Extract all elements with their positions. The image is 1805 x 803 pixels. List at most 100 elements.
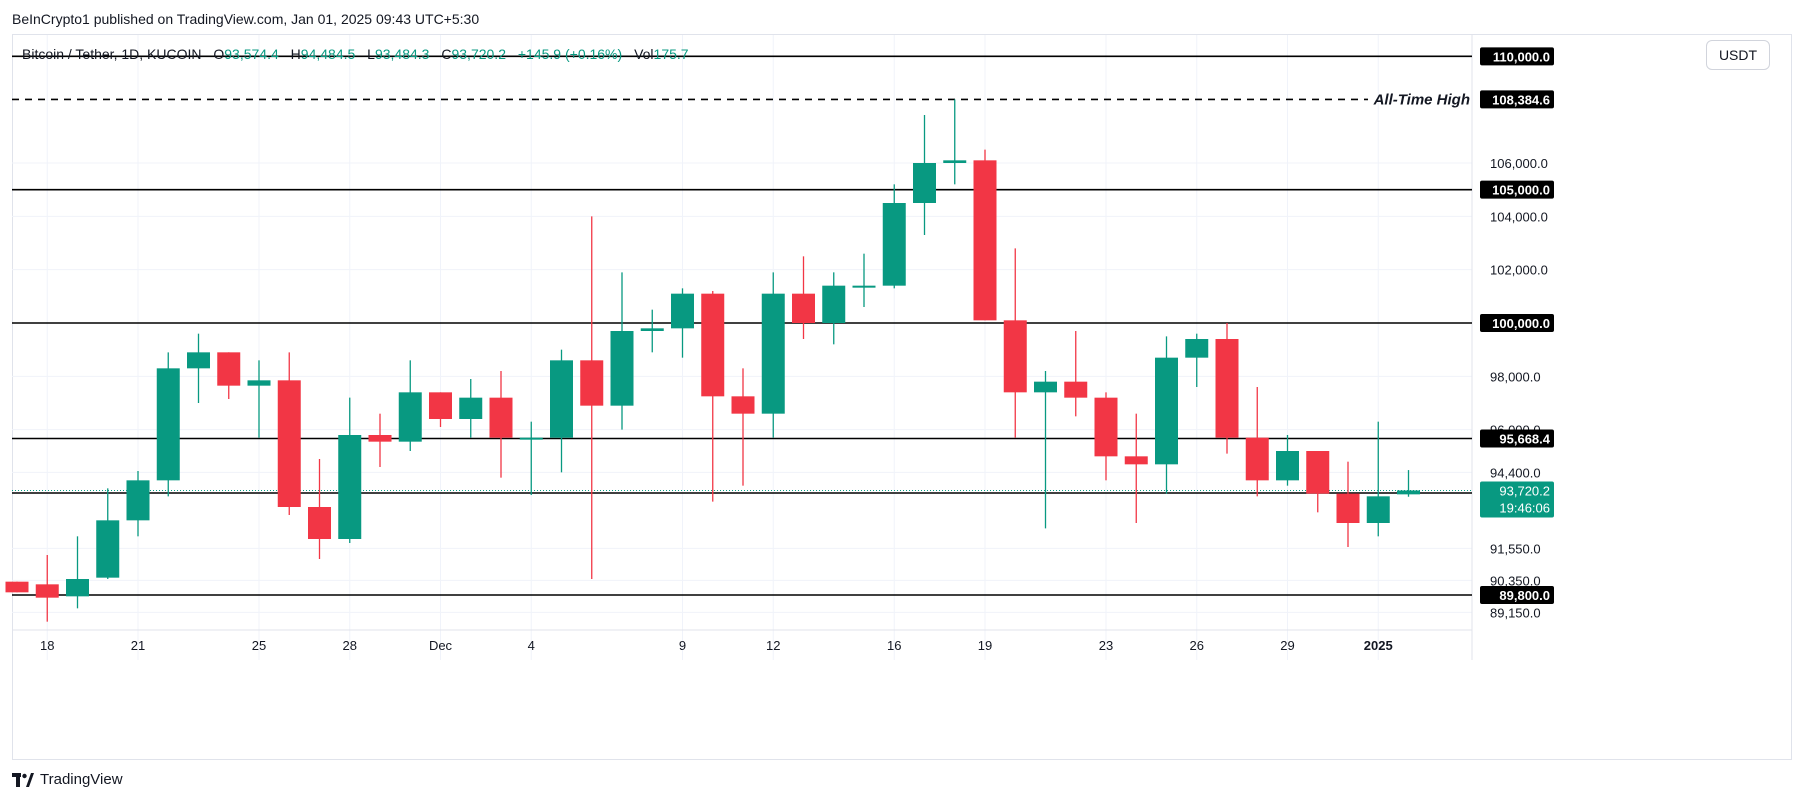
candle[interactable] — [459, 379, 483, 438]
candle[interactable] — [882, 184, 906, 289]
candle-body — [671, 293, 694, 329]
candle[interactable] — [489, 371, 513, 478]
candle[interactable] — [761, 272, 785, 438]
candle-body — [247, 380, 271, 386]
x-axis: 18 21 25 28 Dec 4 9 12 16 19 23 26 29 2025 — [40, 638, 1393, 653]
candle[interactable] — [792, 256, 815, 339]
candle[interactable] — [943, 99, 967, 185]
x-tick-label: 4 — [528, 638, 535, 653]
candle[interactable] — [1003, 248, 1027, 438]
candle[interactable] — [550, 349, 573, 473]
candle[interactable] — [1276, 435, 1299, 486]
change-value: +145.9 (+0.16%) — [517, 46, 623, 62]
currency-button[interactable]: USDT — [1706, 40, 1770, 70]
candle-body — [338, 435, 362, 539]
candle[interactable] — [640, 309, 664, 353]
level-price-badge-bg — [1480, 429, 1554, 448]
symbol-name[interactable]: Bitcoin / Tether, 1D, KUCOIN — [22, 46, 202, 62]
candle-body — [489, 397, 513, 438]
candle[interactable] — [398, 360, 422, 451]
x-tick-label: 2025 — [1364, 638, 1393, 653]
level-price-badge: 108,384.6 — [1480, 90, 1554, 109]
candle-body — [66, 579, 89, 597]
y-axis: 106,000.0104,000.0102,000.098,000.096,00… — [1480, 47, 1554, 620]
level-price-badge-bg — [1480, 314, 1554, 332]
tradingview-brand-text: TradingView — [40, 771, 123, 788]
candle[interactable] — [1094, 392, 1118, 481]
candle-body — [1094, 397, 1118, 457]
candle[interactable] — [247, 360, 271, 438]
y-tick-label: 89,150.0 — [1490, 605, 1541, 620]
candle-body — [156, 368, 180, 481]
candle[interactable] — [671, 288, 694, 358]
candle-body — [822, 285, 846, 323]
candle-body — [1336, 493, 1360, 523]
candle[interactable] — [277, 352, 301, 515]
candle[interactable] — [338, 397, 362, 543]
close-label: C — [441, 46, 452, 62]
candle[interactable] — [1306, 451, 1330, 513]
candle[interactable] — [1155, 336, 1178, 494]
candle-body — [1124, 456, 1148, 465]
candle-body — [550, 360, 573, 438]
candle[interactable] — [35, 555, 59, 622]
candle[interactable] — [1124, 413, 1148, 523]
level-price-badge-text: 110,000.0 — [1493, 49, 1550, 64]
candle-body — [852, 285, 876, 288]
candle-body — [761, 293, 785, 414]
y-tick-label: 104,000.0 — [1490, 209, 1548, 224]
candle[interactable] — [519, 421, 543, 495]
candle[interactable] — [822, 272, 846, 345]
candle[interactable] — [5, 581, 29, 593]
candle[interactable] — [913, 115, 936, 235]
candle[interactable] — [580, 216, 604, 579]
level-price-badge: 110,000.0 — [1480, 47, 1554, 66]
candle[interactable] — [156, 352, 180, 497]
candle[interactable] — [1336, 461, 1360, 547]
candle[interactable] — [852, 253, 876, 307]
candle[interactable] — [187, 333, 210, 403]
candle[interactable] — [126, 471, 150, 537]
level-price-badge: 95,668.4 — [1480, 429, 1554, 448]
candle-body — [792, 293, 815, 323]
y-tick-label: 98,000.0 — [1490, 369, 1541, 384]
symbol-legend: Bitcoin / Tether, 1D, KUCOIN O93,574.4 H… — [22, 46, 697, 62]
candle-body — [217, 352, 241, 386]
candle-body — [943, 160, 967, 163]
candle-body — [277, 380, 301, 507]
candle[interactable] — [973, 149, 997, 321]
candle[interactable] — [429, 392, 452, 427]
candle[interactable] — [1366, 421, 1390, 537]
x-tick-label: 12 — [766, 638, 780, 653]
candle[interactable] — [368, 413, 392, 467]
candle[interactable] — [1034, 371, 1057, 529]
x-tick-label: 29 — [1280, 638, 1294, 653]
open-label: O — [213, 46, 225, 62]
candle-body — [5, 581, 29, 593]
candle[interactable] — [96, 488, 120, 579]
level-price-badge: 89,800.0 — [1480, 586, 1554, 604]
candle[interactable] — [610, 272, 634, 430]
candle[interactable] — [1185, 333, 1209, 387]
level-price-badge-text: 108,384.6 — [1492, 92, 1550, 107]
candle[interactable] — [1245, 387, 1269, 497]
candle-body — [731, 396, 755, 414]
high-label: H — [290, 46, 301, 62]
candle[interactable] — [1397, 470, 1420, 497]
low-label: L — [367, 46, 375, 62]
footer-brand[interactable]: TradingView — [12, 771, 123, 788]
candle[interactable] — [308, 459, 331, 559]
candle[interactable] — [701, 291, 725, 502]
candle[interactable] — [66, 536, 89, 609]
level-price-badge: 100,000.0 — [1480, 314, 1554, 332]
candle[interactable] — [217, 352, 241, 399]
candle[interactable] — [1064, 331, 1088, 417]
chart-area[interactable] — [12, 34, 1792, 760]
candle-body — [1276, 451, 1299, 481]
candle[interactable] — [1215, 323, 1239, 454]
candle[interactable] — [731, 368, 755, 486]
x-tick-label: 26 — [1190, 638, 1204, 653]
y-tick-label: 106,000.0 — [1490, 156, 1548, 171]
candle-body — [429, 392, 452, 419]
